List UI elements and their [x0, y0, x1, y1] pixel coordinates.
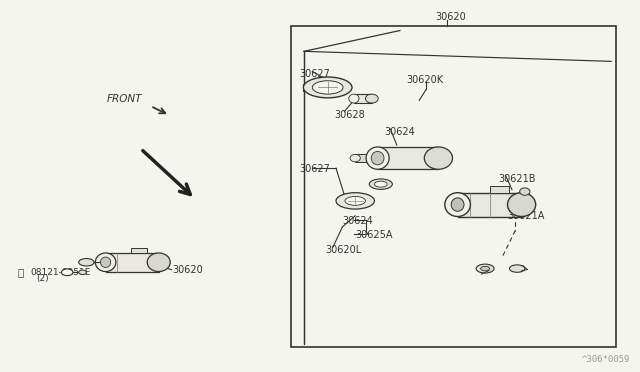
Ellipse shape — [349, 94, 359, 103]
Ellipse shape — [345, 196, 365, 205]
Text: 30625A: 30625A — [355, 230, 393, 240]
Ellipse shape — [520, 188, 530, 195]
Ellipse shape — [509, 265, 525, 272]
Text: Ⓑ: Ⓑ — [17, 267, 24, 277]
Ellipse shape — [95, 253, 116, 272]
Ellipse shape — [303, 77, 352, 98]
Bar — [355, 154, 380, 162]
Text: 30624: 30624 — [342, 217, 373, 226]
Text: 30621B: 30621B — [498, 174, 536, 183]
Ellipse shape — [350, 154, 360, 162]
Ellipse shape — [451, 198, 464, 211]
Ellipse shape — [100, 257, 111, 267]
Text: 08121-0251E: 08121-0251E — [30, 268, 90, 277]
Ellipse shape — [476, 264, 494, 273]
Ellipse shape — [336, 193, 374, 209]
Text: 30620K: 30620K — [406, 75, 444, 85]
Bar — [490, 186, 509, 193]
Ellipse shape — [61, 269, 73, 276]
Ellipse shape — [374, 181, 387, 187]
Ellipse shape — [312, 81, 343, 94]
Ellipse shape — [366, 147, 389, 169]
Text: 30628: 30628 — [334, 110, 365, 120]
Ellipse shape — [79, 259, 94, 266]
Bar — [106, 253, 159, 272]
Text: (2): (2) — [36, 275, 49, 283]
Bar — [131, 248, 147, 253]
Text: ^306*0059: ^306*0059 — [582, 355, 630, 364]
Ellipse shape — [147, 253, 170, 272]
Bar — [354, 94, 372, 103]
Text: 30620L: 30620L — [325, 245, 362, 255]
Ellipse shape — [445, 193, 470, 217]
Text: 30624: 30624 — [384, 127, 415, 137]
Ellipse shape — [365, 94, 378, 103]
Text: 30627: 30627 — [300, 70, 330, 79]
Ellipse shape — [424, 147, 452, 169]
Text: 30620: 30620 — [173, 265, 204, 275]
Bar — [378, 147, 438, 169]
Bar — [458, 193, 522, 217]
Text: 30621A: 30621A — [508, 211, 545, 221]
Ellipse shape — [79, 270, 86, 275]
Bar — [291, 26, 616, 347]
Ellipse shape — [371, 151, 384, 165]
Ellipse shape — [369, 179, 392, 189]
Text: 30627: 30627 — [300, 164, 330, 174]
Ellipse shape — [508, 193, 536, 217]
Text: FRONT: FRONT — [107, 94, 143, 103]
Text: 30620: 30620 — [435, 12, 466, 22]
Ellipse shape — [481, 266, 490, 271]
